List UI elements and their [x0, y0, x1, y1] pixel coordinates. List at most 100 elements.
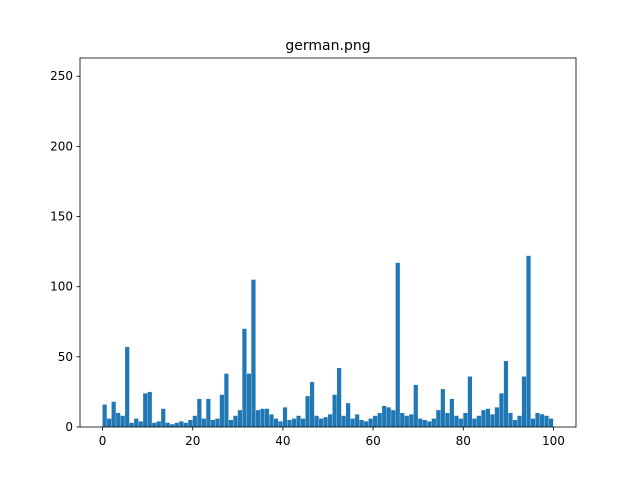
x-tick-label: 80 — [456, 434, 471, 448]
bar — [472, 418, 477, 427]
bar — [341, 415, 346, 427]
bar — [111, 401, 116, 427]
plot-frame — [79, 57, 577, 428]
bar — [485, 408, 491, 427]
bar — [526, 255, 531, 427]
bar — [440, 389, 445, 427]
bar — [508, 412, 513, 427]
bar — [102, 404, 107, 427]
bar — [300, 418, 306, 427]
bar — [125, 347, 130, 427]
x-tick-label: 20 — [185, 434, 200, 448]
bar — [422, 419, 427, 427]
bar — [228, 419, 234, 427]
bar — [364, 421, 369, 427]
bar — [273, 418, 279, 427]
bar — [386, 407, 391, 427]
bar — [391, 410, 396, 427]
bar — [445, 412, 450, 427]
bar — [355, 414, 360, 427]
bar — [206, 398, 211, 427]
bar — [192, 415, 197, 427]
bar — [107, 418, 112, 427]
bar — [382, 405, 387, 427]
bar — [458, 418, 463, 427]
bar — [251, 279, 256, 427]
x-tick-label: 0 — [99, 434, 107, 448]
bar — [530, 418, 536, 427]
x-tick-label: 40 — [275, 434, 290, 448]
bar — [332, 394, 337, 427]
bar — [427, 421, 432, 427]
bar — [179, 421, 184, 427]
y-tick-label: 200 — [50, 139, 73, 153]
y-tick-label: 50 — [58, 350, 73, 364]
bar — [539, 414, 545, 427]
x-tick-label: 60 — [365, 434, 380, 448]
bar — [219, 394, 224, 427]
y-tick-label: 0 — [65, 420, 73, 434]
chart-title: german.png — [285, 38, 370, 54]
bar — [521, 376, 527, 427]
bar — [296, 415, 301, 427]
bar — [147, 391, 152, 427]
bar — [255, 410, 261, 427]
bar — [503, 361, 509, 427]
bar — [328, 414, 333, 427]
bar — [481, 410, 486, 427]
bar — [476, 415, 482, 427]
bar — [454, 415, 459, 427]
bar — [269, 414, 274, 427]
bar — [197, 398, 202, 427]
bar — [463, 412, 468, 427]
bar — [224, 373, 229, 427]
bar — [418, 418, 423, 427]
bar — [165, 422, 170, 427]
bar — [377, 412, 382, 427]
bar — [395, 262, 400, 427]
bar — [305, 396, 310, 427]
bar — [278, 421, 283, 427]
y-tick-label: 250 — [50, 69, 73, 83]
y-tick-label: 150 — [50, 210, 73, 224]
bar — [346, 403, 351, 427]
bar — [170, 424, 175, 427]
bar — [156, 421, 161, 427]
bar — [467, 376, 472, 427]
bar — [517, 415, 522, 427]
bar — [233, 415, 238, 427]
bar — [291, 418, 297, 427]
bar — [264, 408, 270, 427]
bar — [499, 393, 504, 427]
bar — [116, 412, 121, 427]
bar — [282, 407, 288, 427]
bar — [152, 422, 157, 427]
bar — [309, 382, 315, 427]
bar — [337, 368, 342, 427]
bar — [436, 410, 441, 427]
bar — [413, 384, 418, 427]
bar — [431, 418, 436, 427]
bar — [260, 408, 265, 427]
x-tick-label: 100 — [542, 434, 565, 448]
bar — [215, 418, 220, 427]
bar — [237, 410, 243, 427]
bar — [129, 422, 134, 427]
bar — [120, 415, 125, 427]
bar — [368, 418, 373, 427]
bar — [323, 417, 328, 427]
bar — [449, 398, 454, 427]
bar — [183, 422, 188, 427]
bar — [188, 419, 193, 427]
bar — [318, 418, 324, 427]
bar — [134, 418, 139, 427]
bar — [246, 373, 252, 427]
bar — [143, 393, 148, 427]
bar — [314, 415, 319, 427]
bar — [548, 418, 554, 427]
bar — [210, 419, 215, 427]
y-tick-label: 100 — [50, 280, 73, 294]
bar — [138, 421, 143, 427]
bar — [512, 419, 518, 427]
